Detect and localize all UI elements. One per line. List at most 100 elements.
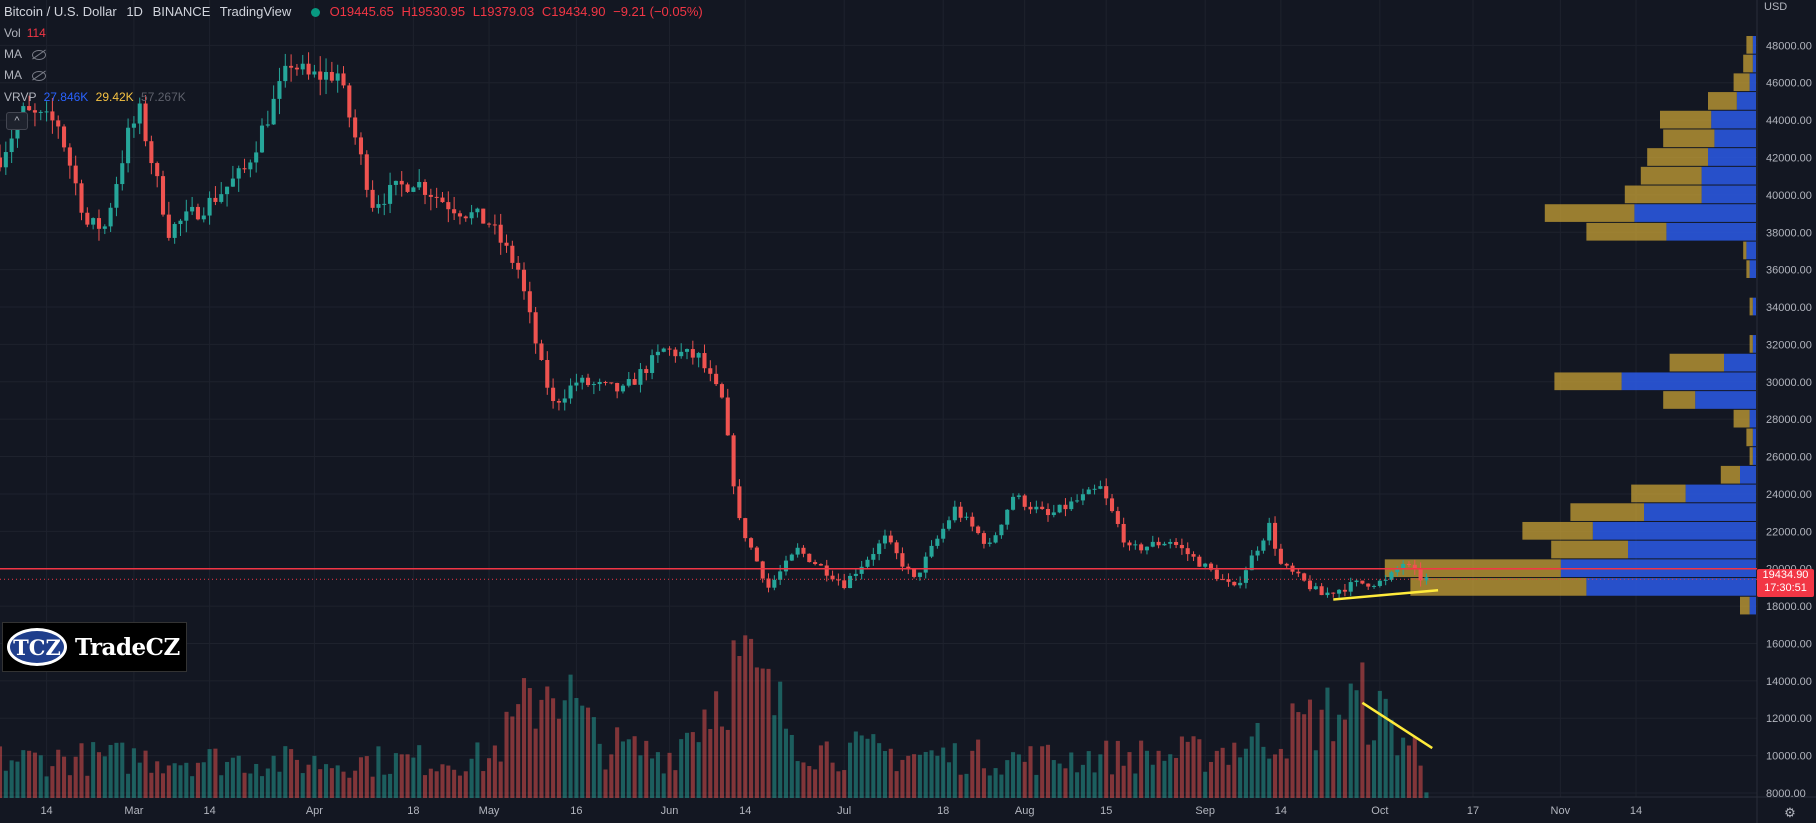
hidden-eye-icon[interactable] xyxy=(32,70,46,81)
candle-body xyxy=(452,209,457,214)
candle-body xyxy=(300,63,305,70)
candle-body xyxy=(312,71,317,75)
candle-body xyxy=(684,349,690,352)
candle-body xyxy=(591,384,596,386)
candle-body xyxy=(562,398,567,403)
candle-body xyxy=(32,110,37,113)
volume-bar xyxy=(1191,736,1196,798)
volume-bar xyxy=(836,771,841,798)
volume-bar xyxy=(289,749,294,798)
candle-body xyxy=(335,73,340,81)
candle-body xyxy=(1401,563,1406,569)
volume-bar xyxy=(1063,768,1068,798)
candle-body xyxy=(556,401,561,403)
symbol-name[interactable]: Bitcoin / U.S. Dollar xyxy=(4,4,117,19)
volume-bar xyxy=(987,775,992,798)
volume-bar xyxy=(1383,698,1388,798)
volume-profile-up-bar xyxy=(1752,54,1756,73)
volume-profile-up-bar xyxy=(1749,409,1756,428)
indicator-vol[interactable]: Vol 114 xyxy=(4,26,46,40)
candle-body xyxy=(411,187,416,192)
volume-bar xyxy=(1168,754,1173,798)
candle-body xyxy=(1092,488,1097,490)
candle-body xyxy=(912,568,917,577)
candle-body xyxy=(1075,500,1080,502)
volume-bar xyxy=(405,754,410,798)
volume-bar xyxy=(673,770,678,798)
volume-profile-down-bar xyxy=(1570,503,1644,521)
volume-profile-down-bar xyxy=(1749,335,1753,353)
volume-profile-down-bar xyxy=(1660,110,1712,129)
candle-body xyxy=(277,81,282,99)
volume-bar xyxy=(213,748,218,798)
candle-body xyxy=(143,103,148,142)
volume-bar xyxy=(1051,760,1056,798)
volume-bar xyxy=(166,765,171,798)
indicator-ma-2[interactable]: MA xyxy=(4,68,46,82)
volume-bar xyxy=(585,707,591,798)
tradecz-logo: TCZ TradeCZ xyxy=(2,622,187,672)
candle-body xyxy=(254,152,259,163)
candle-body xyxy=(283,65,288,82)
candle-body xyxy=(160,176,166,215)
candle-body xyxy=(551,387,556,402)
candle-body xyxy=(1360,580,1365,584)
collapse-legend-button[interactable]: ^ xyxy=(6,112,28,130)
candle-body xyxy=(166,214,171,238)
candle-body xyxy=(422,181,428,195)
volume-profile-up-bar xyxy=(1724,353,1756,372)
volume-bar xyxy=(760,668,765,798)
volume-bar xyxy=(661,773,666,798)
indicator-ma-2-label: MA xyxy=(4,68,22,82)
volume-bar xyxy=(842,770,847,798)
volume-bar xyxy=(1337,714,1342,798)
candle-body xyxy=(1342,589,1347,592)
candle-body xyxy=(714,373,719,385)
time-tick-label: Nov xyxy=(1551,805,1571,817)
candle-body xyxy=(318,71,323,80)
volume-bar xyxy=(1313,750,1318,798)
volume-bar xyxy=(358,757,364,798)
volume-profile-down-bar xyxy=(1746,428,1753,447)
indicator-ma-1[interactable]: MA xyxy=(4,47,46,61)
candle-body xyxy=(818,564,823,566)
symbol-legend: Bitcoin / U.S. Dollar 1D BINANCE Trading… xyxy=(4,4,707,19)
volume-bar xyxy=(434,771,439,798)
indicator-vrvp[interactable]: VRVP 27.846K 29.42K 57.267K xyxy=(4,90,186,104)
volume-bar xyxy=(749,638,754,798)
candle-body xyxy=(970,516,975,527)
volume-profile-down-bar xyxy=(1647,148,1708,166)
candle-body xyxy=(242,168,247,170)
candle-body xyxy=(533,312,538,344)
volume-bar xyxy=(1185,741,1190,798)
volume-bar xyxy=(428,768,433,798)
volume-bar xyxy=(941,747,946,798)
candle-body xyxy=(1424,577,1429,581)
candle-body xyxy=(27,106,32,111)
volume-bar xyxy=(1389,719,1394,798)
gear-icon[interactable]: ⚙ xyxy=(1784,805,1796,820)
volume-bar xyxy=(533,728,538,798)
candle-body xyxy=(1243,570,1248,583)
volume-profile-up-bar xyxy=(1752,428,1756,447)
hidden-eye-icon[interactable] xyxy=(32,49,46,60)
price-tick-label: 18000.00 xyxy=(1766,601,1812,613)
time-tick-label: 18 xyxy=(937,805,949,817)
candle-body xyxy=(1034,506,1039,510)
candle-body xyxy=(888,535,893,543)
candle-body xyxy=(1331,592,1336,594)
volume-profile-down-bar xyxy=(1522,521,1593,540)
volume-bar xyxy=(190,776,195,798)
volume-bar xyxy=(504,711,509,798)
volume-bar xyxy=(21,750,26,798)
volume-bar xyxy=(1040,746,1045,798)
volume-bar xyxy=(1127,752,1132,798)
volume-bar xyxy=(510,716,515,798)
currency-label[interactable]: USD xyxy=(1764,1,1788,13)
candle-body xyxy=(102,226,107,229)
source-label: TradingView xyxy=(219,4,292,19)
volume-bar xyxy=(917,754,922,798)
candle-body xyxy=(655,351,660,356)
volume-bar xyxy=(417,745,422,798)
